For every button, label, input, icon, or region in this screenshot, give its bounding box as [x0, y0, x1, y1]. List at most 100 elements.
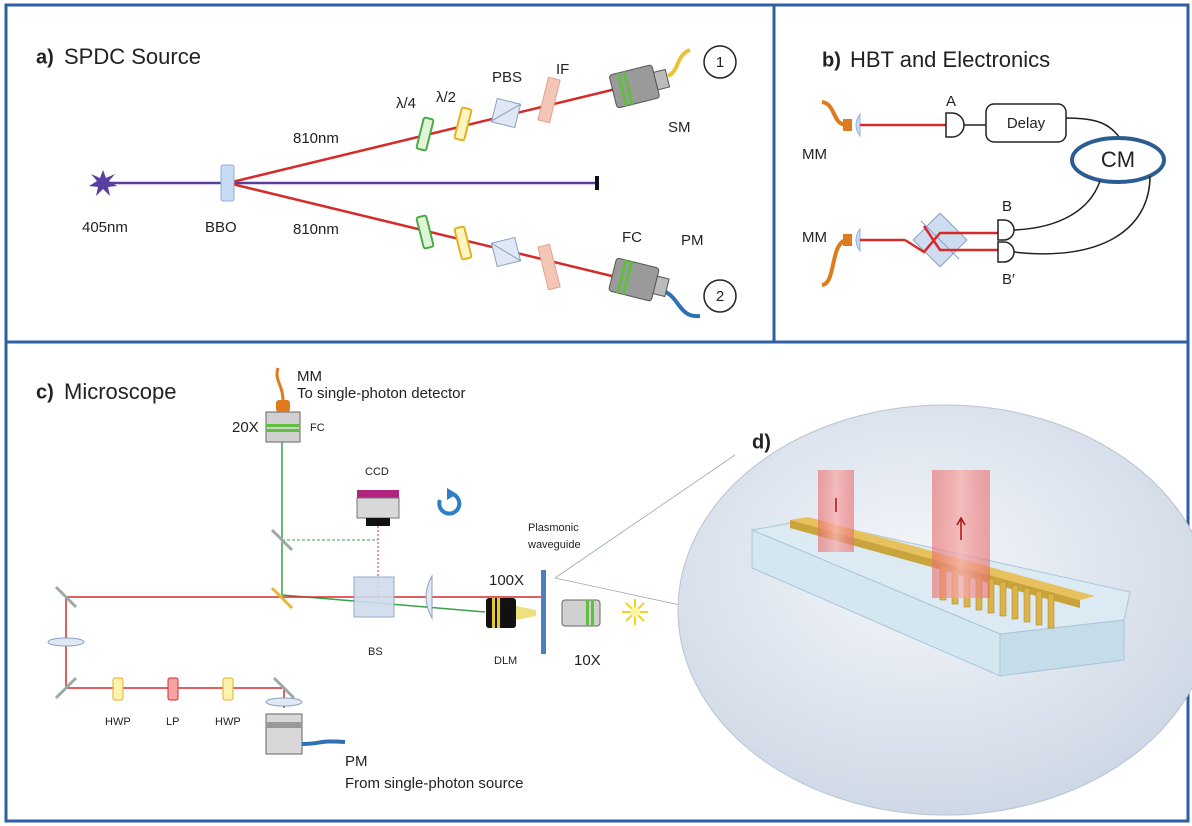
waveguide-inset	[1024, 588, 1030, 622]
microscope-setup	[302, 741, 345, 744]
component-label: PM	[345, 753, 368, 770]
spdc-optics	[608, 258, 671, 305]
microscope-setup	[426, 576, 432, 618]
optic-label: BBO	[205, 219, 237, 236]
optic-label: λ/2	[436, 89, 456, 106]
component-label: To single-photon detector	[297, 385, 465, 402]
panel-title: HBT and Electronics	[850, 47, 1050, 72]
spdc-optics	[454, 226, 471, 259]
microscope-setup	[223, 678, 233, 700]
spdc-optics	[609, 62, 672, 109]
component-label: CCD	[365, 466, 389, 478]
spdc-optics	[666, 292, 700, 316]
component-label: From single-photon source	[345, 775, 523, 792]
spdc-optics	[454, 107, 471, 140]
optic-label: PM	[681, 232, 704, 249]
panel-title: Microscope	[64, 379, 176, 404]
panel-label: b)	[822, 49, 841, 71]
microscope-setup	[277, 368, 283, 400]
wavelength-label: 810nm	[293, 130, 339, 147]
microscope-setup	[562, 600, 600, 626]
port-number: 2	[716, 288, 724, 305]
optic-label: FC	[622, 229, 642, 246]
microscope-setup	[276, 400, 290, 412]
microscope-setup	[357, 490, 399, 498]
hbt-setup	[843, 234, 852, 246]
spdc-optics	[89, 46, 736, 316]
component-label: BS	[368, 646, 383, 658]
microscope-setup	[366, 518, 390, 526]
hbt-setup	[843, 119, 852, 131]
component-label: MM	[297, 368, 322, 385]
component-label: waveguide	[527, 539, 581, 551]
hbt-setup	[998, 242, 1014, 262]
component-label: 100X	[489, 572, 524, 589]
component-label: FC	[310, 422, 325, 434]
panel-label: d)	[752, 431, 771, 453]
component-label: LP	[166, 716, 179, 728]
microscope-setup	[492, 598, 495, 628]
microscope-setup	[541, 570, 546, 654]
optic-label: IF	[556, 61, 569, 78]
optic-label: λ/4	[396, 95, 416, 112]
panel-label: c)	[36, 381, 54, 403]
microscope-setup	[266, 424, 300, 427]
hbt-setup	[856, 229, 860, 251]
waveguide-inset	[678, 405, 1192, 815]
microscope-setup	[591, 600, 594, 626]
microscope-setup	[113, 678, 123, 700]
spdc-optics	[538, 77, 560, 123]
microscope-setup	[266, 714, 302, 754]
microscope-setup	[48, 368, 735, 754]
hbt-setup	[946, 113, 964, 137]
spdc-optics	[609, 65, 660, 109]
fiber-label: MM	[802, 229, 827, 246]
microscope-setup	[357, 498, 399, 518]
waveguide-inset	[1012, 585, 1018, 619]
component-label: Plasmonic	[528, 522, 579, 534]
wavelength-label: 405nm	[82, 219, 128, 236]
waveguide-inset	[1000, 582, 1006, 616]
microscope-setup	[266, 698, 302, 706]
component-label: 20X	[232, 419, 259, 436]
microscope-setup	[586, 600, 589, 626]
component-label: 10X	[574, 652, 601, 669]
spdc-optics	[668, 50, 690, 76]
microscope-setup	[266, 722, 302, 728]
spdc-optics	[608, 258, 659, 302]
microscope-setup	[354, 577, 394, 617]
waveguide-inset	[1048, 594, 1054, 628]
spdc-optics	[416, 215, 433, 248]
component-label: HWP	[215, 716, 241, 728]
fiber-label: MM	[802, 146, 827, 163]
wavelength-label: 810nm	[293, 221, 339, 238]
hbt-setup	[1014, 176, 1150, 254]
hbt-setup	[998, 220, 1014, 240]
microscope-setup	[630, 607, 640, 617]
port-number: 1	[716, 54, 724, 71]
microscope-setup	[168, 678, 178, 700]
waveguide-inset	[1036, 591, 1042, 625]
microscope-setup	[266, 429, 300, 432]
detector-label: B	[1002, 198, 1012, 215]
box-label: CM	[1101, 147, 1135, 172]
microscope-setup	[486, 598, 516, 628]
microscope-setup	[48, 638, 84, 646]
optic-label: PBS	[492, 69, 522, 86]
hbt-setup	[822, 102, 846, 125]
hbt-setup	[1066, 118, 1120, 138]
box-label: Delay	[1007, 115, 1046, 132]
hbt-setup	[822, 102, 1164, 285]
optic-label: SM	[668, 119, 691, 136]
spdc-optics	[595, 176, 599, 190]
component-label: HWP	[105, 716, 131, 728]
spdc-optics	[538, 244, 560, 290]
hbt-setup	[856, 114, 860, 136]
component-label: DLM	[494, 655, 517, 667]
figure: a) SPDC Source λ/4 λ/2 PBS IF SM 1 810nm…	[0, 0, 1192, 826]
spdc-optics	[221, 165, 234, 201]
microscope-setup	[516, 606, 536, 620]
page: a) SPDC Source λ/4 λ/2 PBS IF SM 1 810nm…	[0, 0, 1192, 826]
detector-label: B′	[1002, 271, 1015, 288]
hbt-setup	[822, 240, 846, 285]
